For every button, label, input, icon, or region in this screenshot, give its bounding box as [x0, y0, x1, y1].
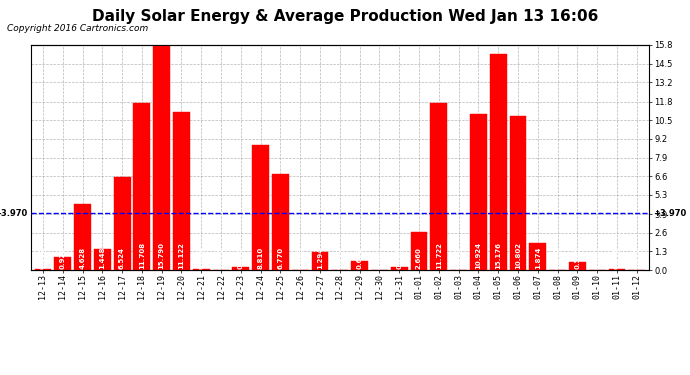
- Text: 11.708: 11.708: [139, 242, 145, 269]
- Bar: [114, 177, 130, 270]
- Bar: [351, 261, 368, 270]
- Bar: [233, 267, 249, 270]
- Text: 15.176: 15.176: [495, 242, 501, 269]
- Bar: [253, 144, 269, 270]
- Bar: [391, 267, 408, 270]
- Text: 1.448: 1.448: [99, 246, 106, 269]
- Text: 0.922: 0.922: [60, 247, 66, 269]
- Bar: [74, 204, 91, 270]
- Text: 0.000: 0.000: [633, 247, 640, 269]
- Bar: [509, 116, 526, 270]
- Text: +3.970: +3.970: [653, 209, 686, 218]
- Text: 0.044: 0.044: [198, 246, 204, 269]
- Bar: [470, 114, 486, 270]
- Text: 0.000: 0.000: [297, 247, 303, 269]
- Bar: [34, 269, 51, 270]
- Text: 0.566: 0.566: [574, 247, 580, 269]
- Bar: [153, 45, 170, 270]
- Text: 0.046: 0.046: [614, 247, 620, 269]
- Text: 0.000: 0.000: [218, 247, 224, 269]
- Text: 11.122: 11.122: [179, 242, 184, 269]
- Text: 0.082: 0.082: [40, 247, 46, 269]
- Text: 4.628: 4.628: [79, 247, 86, 269]
- Text: 1.294: 1.294: [317, 247, 323, 269]
- Bar: [609, 269, 625, 270]
- Text: 0.000: 0.000: [377, 247, 382, 269]
- Text: Copyright 2016 Cartronics.com: Copyright 2016 Cartronics.com: [7, 24, 148, 33]
- Bar: [490, 54, 506, 270]
- Text: 6.770: 6.770: [277, 247, 284, 269]
- Text: 8.810: 8.810: [257, 247, 264, 269]
- Bar: [55, 257, 71, 270]
- Bar: [133, 103, 150, 270]
- Text: 1.874: 1.874: [535, 246, 541, 269]
- Text: 11.722: 11.722: [436, 242, 442, 269]
- Text: 0.000: 0.000: [594, 247, 600, 269]
- Text: 6.524: 6.524: [119, 247, 125, 269]
- Text: +3.970: +3.970: [0, 209, 27, 218]
- Text: 10.924: 10.924: [475, 242, 482, 269]
- Text: 0.000: 0.000: [337, 247, 343, 269]
- Text: 0.000: 0.000: [555, 247, 560, 269]
- Text: 15.790: 15.790: [159, 242, 165, 269]
- Text: 0.186: 0.186: [238, 247, 244, 269]
- Text: 2.660: 2.660: [416, 247, 422, 269]
- Text: 0.652: 0.652: [357, 247, 363, 269]
- Text: 0.000: 0.000: [455, 247, 462, 269]
- Bar: [312, 252, 328, 270]
- Text: Daily Solar Energy & Average Production Wed Jan 13 16:06: Daily Solar Energy & Average Production …: [92, 9, 598, 24]
- Bar: [193, 269, 210, 270]
- Bar: [411, 232, 427, 270]
- Bar: [529, 243, 546, 270]
- Bar: [272, 174, 289, 270]
- Text: 10.802: 10.802: [515, 242, 521, 269]
- Bar: [173, 112, 190, 270]
- Bar: [94, 249, 110, 270]
- Bar: [431, 103, 447, 270]
- Bar: [569, 262, 586, 270]
- Text: 0.206: 0.206: [396, 247, 402, 269]
